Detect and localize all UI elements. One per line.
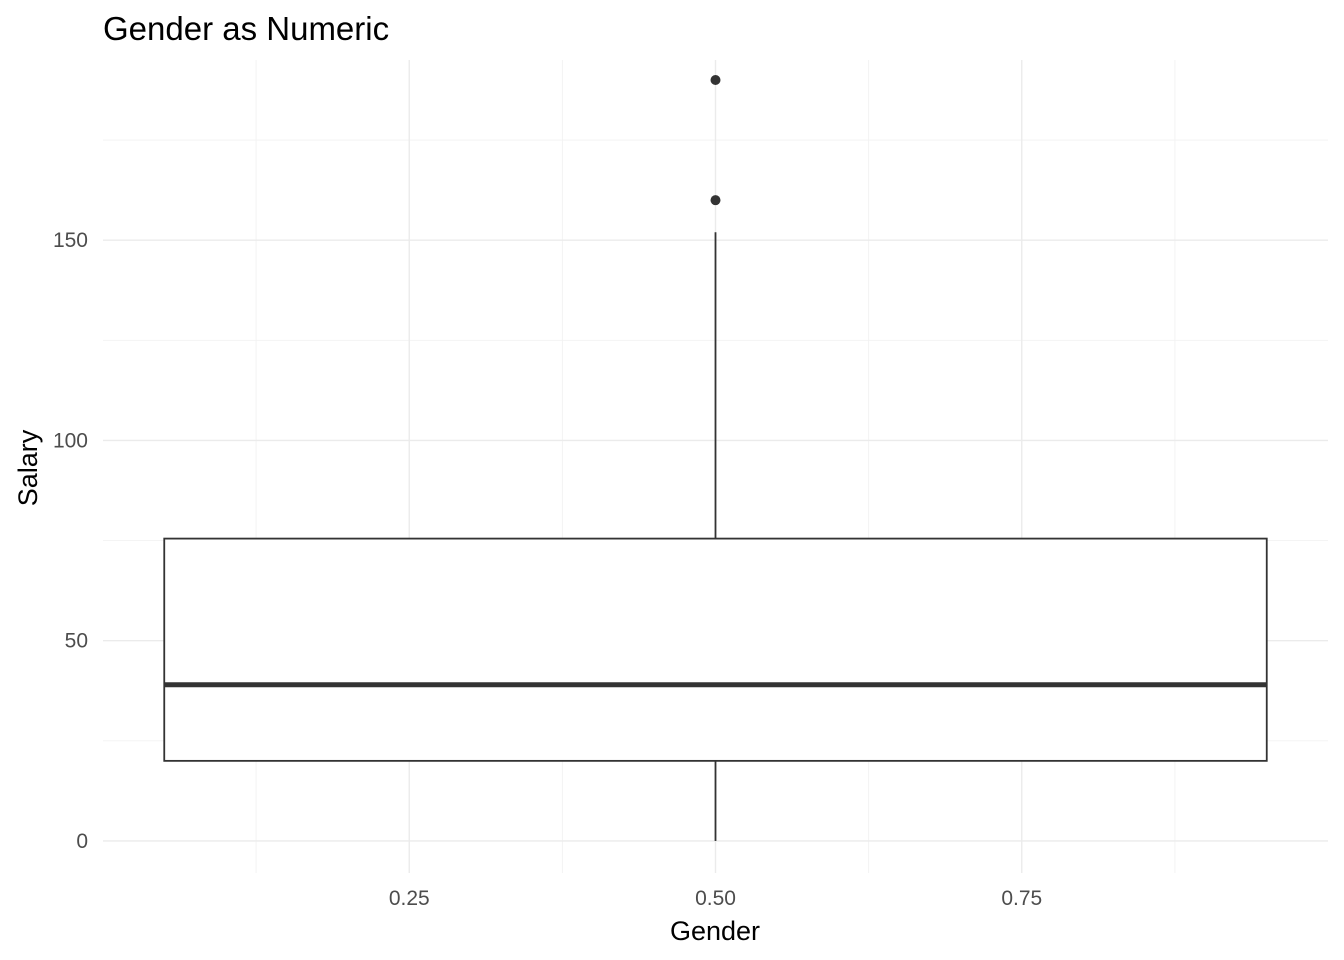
y-tick-label: 150: [53, 229, 88, 252]
y-tick-label: 100: [53, 429, 88, 452]
outlier-point: [710, 75, 721, 86]
y-tick-label: 50: [65, 630, 88, 653]
y-axis-title: Salary: [13, 429, 43, 506]
box-layer: [163, 75, 1268, 841]
x-axis-title: Gender: [670, 916, 760, 946]
chart-title: Gender as Numeric: [103, 10, 389, 47]
iqr-box: [163, 537, 1268, 762]
x-tick-label: 0.50: [695, 887, 736, 910]
y-tick-label: 0: [76, 830, 88, 853]
tick-layer: 0.25 0.50 0.75 0 50 100 150: [53, 229, 1042, 910]
x-tick-label: 0.75: [1001, 887, 1042, 910]
x-tick-label: 0.25: [389, 887, 430, 910]
outlier-point: [710, 195, 721, 206]
